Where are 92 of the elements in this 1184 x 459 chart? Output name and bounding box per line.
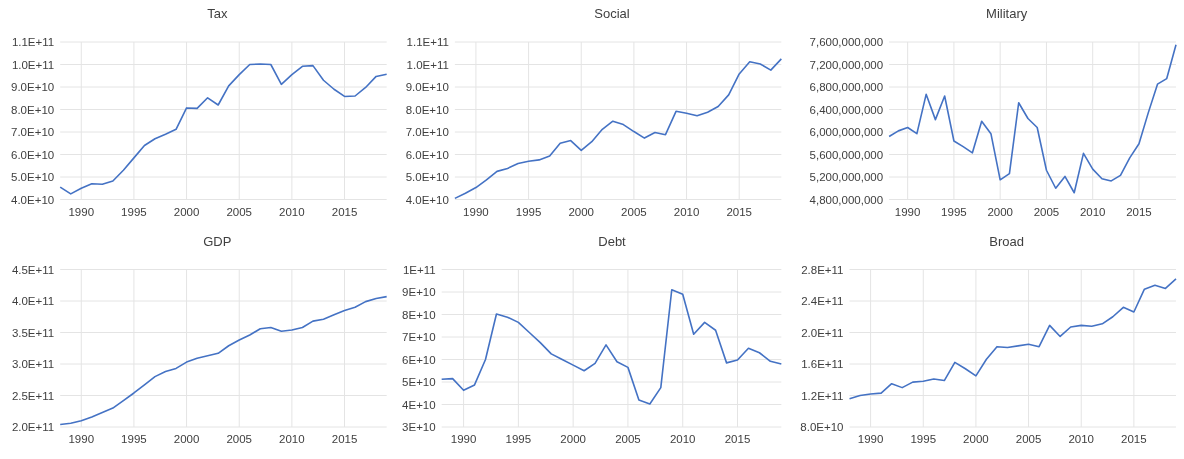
y-tick-label: 3.5E+11 bbox=[11, 326, 55, 339]
x-tick-label: 2010 bbox=[279, 205, 305, 218]
y-tick-label: 9.0E+10 bbox=[405, 81, 449, 94]
x-tick-label: 1990 bbox=[857, 433, 884, 445]
y-tick-label: 7.0E+10 bbox=[405, 126, 449, 139]
x-tick-label: 2000 bbox=[568, 205, 595, 218]
y-tick-label: 5,200,000,000 bbox=[809, 171, 884, 184]
chart-title: Debt bbox=[598, 233, 627, 249]
y-tick-label: 6,000,000,000 bbox=[809, 126, 884, 139]
y-tick-label: 1.2E+11 bbox=[801, 389, 844, 402]
y-tick-label: 4.0E+11 bbox=[11, 295, 55, 308]
y-tick-label: 4.5E+11 bbox=[11, 263, 55, 276]
x-tick-label: 1995 bbox=[515, 205, 542, 218]
y-tick-label: 5,600,000,000 bbox=[809, 148, 884, 161]
x-tick-label: 2015 bbox=[331, 433, 358, 445]
x-tick-label: 1990 bbox=[68, 433, 95, 445]
x-tick-label: 1995 bbox=[121, 205, 147, 218]
line-series bbox=[440, 288, 783, 405]
y-tick-label: 4.0E+10 bbox=[405, 193, 449, 206]
y-tick-label: 6E+10 bbox=[402, 353, 436, 366]
y-tick-label: 1.1E+11 bbox=[11, 36, 55, 49]
y-tick-label: 1.0E+11 bbox=[406, 58, 449, 71]
y-tick-label: 7.0E+10 bbox=[11, 126, 55, 139]
y-tick-label: 8E+10 bbox=[402, 308, 436, 321]
y-tick-label: 2.8E+11 bbox=[801, 263, 844, 276]
x-tick-label: 2005 bbox=[226, 205, 253, 218]
y-tick-label: 9.0E+10 bbox=[11, 81, 55, 94]
y-tick-label: 8.0E+10 bbox=[800, 421, 844, 434]
y-tick-label: 5.0E+10 bbox=[11, 171, 55, 184]
y-tick-label: 8.0E+10 bbox=[11, 103, 55, 116]
x-tick-label: 2015 bbox=[1121, 433, 1147, 445]
x-tick-label: 1990 bbox=[894, 205, 921, 218]
chart-title: GDP bbox=[203, 233, 232, 249]
y-tick-label: 3.0E+11 bbox=[11, 358, 55, 371]
y-tick-label: 7,600,000,000 bbox=[809, 36, 884, 49]
y-tick-label: 4,800,000,000 bbox=[809, 193, 884, 206]
line-series bbox=[59, 63, 388, 195]
x-tick-label: 2010 bbox=[1068, 433, 1095, 445]
x-tick-label: 2015 bbox=[724, 433, 751, 445]
y-tick-label: 2.0E+11 bbox=[11, 421, 55, 434]
y-tick-label: 6,400,000,000 bbox=[809, 103, 884, 116]
y-tick-label: 1.6E+11 bbox=[801, 358, 844, 371]
y-tick-label: 8.0E+10 bbox=[405, 103, 449, 116]
x-tick-label: 2015 bbox=[331, 205, 358, 218]
x-tick-label: 2005 bbox=[1033, 205, 1060, 218]
x-tick-label: 1990 bbox=[450, 433, 477, 445]
y-tick-label: 6.0E+10 bbox=[11, 148, 55, 161]
y-tick-label: 3E+10 bbox=[402, 421, 436, 434]
y-tick-label: 2.0E+11 bbox=[801, 326, 844, 339]
y-tick-label: 9E+10 bbox=[402, 286, 436, 299]
chart-title: Broad bbox=[989, 233, 1025, 249]
y-tick-label: 2.4E+11 bbox=[801, 295, 844, 308]
chart-title: Social bbox=[594, 6, 630, 21]
y-tick-label: 4.0E+10 bbox=[11, 193, 55, 206]
y-tick-label: 6,800,000,000 bbox=[809, 81, 884, 94]
x-tick-label: 1995 bbox=[121, 433, 147, 445]
x-tick-label: 2005 bbox=[1015, 433, 1042, 445]
x-tick-label: 1990 bbox=[463, 205, 489, 218]
line-series bbox=[454, 58, 783, 200]
x-tick-label: 2010 bbox=[669, 433, 696, 445]
y-tick-label: 4E+10 bbox=[402, 398, 436, 411]
x-tick-label: 2010 bbox=[1079, 205, 1106, 218]
x-tick-label: 2005 bbox=[615, 433, 641, 445]
x-tick-label: 2015 bbox=[1126, 205, 1152, 218]
chart-title: Military bbox=[986, 6, 1028, 21]
x-tick-label: 1995 bbox=[910, 433, 937, 445]
x-tick-label: 2000 bbox=[560, 433, 586, 445]
y-tick-label: 5E+10 bbox=[402, 376, 436, 389]
x-tick-label: 2015 bbox=[726, 205, 753, 218]
x-tick-label: 2000 bbox=[987, 205, 1013, 218]
y-tick-label: 1.0E+11 bbox=[11, 58, 55, 71]
y-tick-label: 5.0E+10 bbox=[405, 171, 449, 184]
y-tick-label: 2.5E+11 bbox=[11, 389, 55, 402]
x-tick-label: 2010 bbox=[279, 433, 305, 445]
y-tick-label: 1.1E+11 bbox=[406, 36, 449, 49]
y-tick-label: 7E+10 bbox=[402, 331, 436, 344]
x-tick-label: 1990 bbox=[68, 205, 95, 218]
line-series bbox=[59, 295, 388, 426]
x-tick-label: 1995 bbox=[941, 205, 967, 218]
line-series bbox=[848, 278, 1177, 400]
y-tick-label: 6.0E+10 bbox=[405, 148, 449, 161]
x-tick-label: 2000 bbox=[173, 205, 200, 218]
x-tick-label: 2005 bbox=[621, 205, 647, 218]
y-tick-label: 1E+11 bbox=[402, 263, 436, 276]
x-tick-label: 1995 bbox=[505, 433, 532, 445]
x-tick-label: 2000 bbox=[173, 433, 200, 445]
x-tick-label: 2005 bbox=[226, 433, 253, 445]
x-tick-label: 2000 bbox=[963, 433, 989, 445]
chart-title: Tax bbox=[207, 6, 228, 21]
x-tick-label: 2010 bbox=[673, 205, 700, 218]
line-series bbox=[888, 44, 1177, 194]
y-tick-label: 7,200,000,000 bbox=[809, 58, 884, 71]
